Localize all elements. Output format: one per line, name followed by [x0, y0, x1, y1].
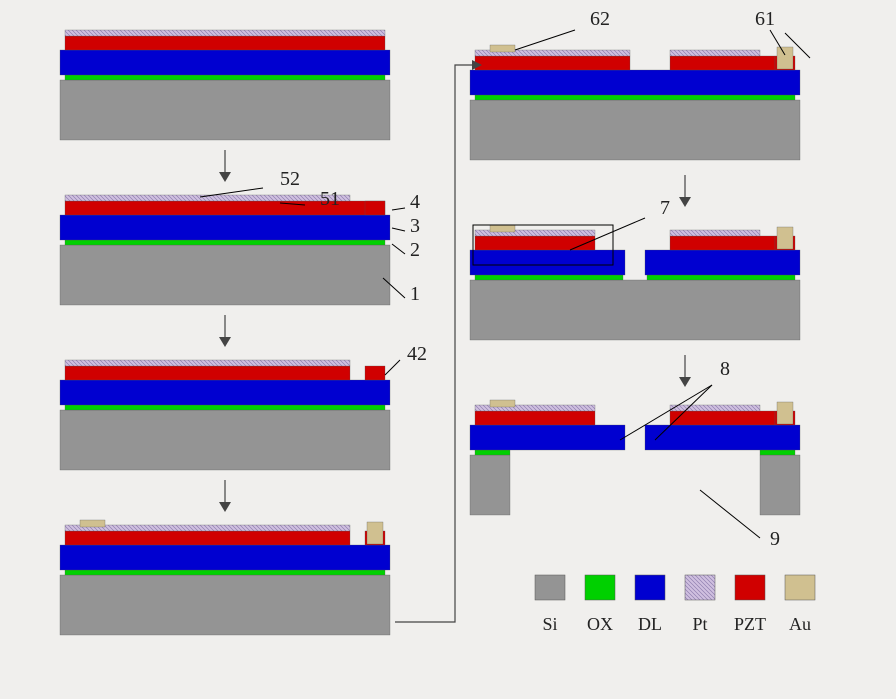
- layer-dl: [470, 425, 625, 450]
- layer-pzt: [365, 366, 385, 380]
- layer-dl: [470, 70, 800, 95]
- label-l2: 2: [410, 239, 420, 261]
- layer-ox: [647, 275, 795, 280]
- legend-label-pzt: PZT: [734, 614, 766, 634]
- label-l51: 51: [320, 188, 340, 210]
- layer-pt: [670, 50, 760, 56]
- legend-swatch-si: [535, 575, 565, 600]
- layer-dl: [60, 50, 390, 75]
- legend-label-pt: Pt: [692, 614, 707, 634]
- layer-pzt: [365, 201, 385, 215]
- layer-ox: [475, 275, 623, 280]
- legend-swatch-au: [785, 575, 815, 600]
- layer-pzt: [475, 236, 595, 250]
- layer-si: [60, 245, 390, 305]
- layer-au: [490, 225, 515, 232]
- layer-au: [490, 45, 515, 52]
- legend-label-si: Si: [542, 614, 557, 634]
- layer-si: [470, 455, 510, 515]
- label-l4: 4: [410, 191, 420, 213]
- layer-si: [760, 455, 800, 515]
- layer-ox: [65, 75, 385, 80]
- legend-label-dl: DL: [638, 614, 662, 634]
- legend-swatch-ox: [585, 575, 615, 600]
- legend-swatch-dl: [635, 575, 665, 600]
- layer-dl: [60, 380, 390, 405]
- layer-ox: [65, 240, 385, 245]
- stage-R1: [470, 45, 800, 160]
- layer-si: [470, 100, 800, 160]
- label-l52: 52: [280, 168, 300, 190]
- label-l1: 1: [410, 283, 420, 305]
- layer-si: [60, 80, 390, 140]
- label-l7: 7: [660, 197, 670, 219]
- legend-swatch-pt: [685, 575, 715, 600]
- layer-pt: [670, 230, 760, 236]
- stage-L1: [60, 30, 390, 140]
- layer-ox: [475, 95, 795, 100]
- layer-ox: [760, 450, 795, 455]
- layer-au: [80, 520, 105, 527]
- layer-dl: [470, 250, 625, 275]
- layer-pzt: [670, 411, 775, 425]
- stage-L3: [60, 360, 390, 470]
- layer-ox: [475, 450, 510, 455]
- legend-label-au: Au: [789, 614, 811, 634]
- stage-R2: [470, 225, 800, 340]
- layer-pzt: [670, 56, 775, 70]
- layer-si: [60, 410, 390, 470]
- layer-au: [777, 402, 793, 424]
- layer-dl: [645, 250, 800, 275]
- layer-ox: [65, 405, 385, 410]
- layer-pt: [65, 30, 385, 36]
- layer-pt: [670, 405, 760, 411]
- layer-pzt: [65, 366, 350, 380]
- layer-dl: [60, 215, 390, 240]
- layer-ox: [65, 570, 385, 575]
- layer-pzt: [475, 56, 630, 70]
- label-l42: 42: [407, 343, 427, 365]
- layer-pzt: [65, 36, 385, 50]
- layer-si: [470, 280, 800, 340]
- label-l3: 3: [410, 215, 420, 237]
- layer-au: [777, 227, 793, 249]
- layer-pt: [65, 360, 350, 366]
- label-l8: 8: [720, 358, 730, 380]
- label-l9: 9: [770, 528, 780, 550]
- process-diagram: 62 61 52 51 432 1 42 7 8 9 Si OX DL Pt PZT Au: [0, 0, 896, 699]
- layer-pzt: [475, 411, 595, 425]
- layer-dl: [645, 425, 800, 450]
- label-l62: 62: [590, 8, 610, 30]
- legend-label-ox: OX: [587, 614, 613, 634]
- layer-pzt: [65, 531, 350, 545]
- layer-pzt: [670, 236, 775, 250]
- stage-R3: [470, 400, 800, 515]
- layer-pt: [65, 525, 350, 531]
- stage-L2: [60, 195, 390, 305]
- layer-au: [490, 400, 515, 407]
- legend-swatch-pzt: [735, 575, 765, 600]
- layer-au: [777, 47, 793, 69]
- stage-L4: [60, 520, 390, 635]
- layer-au: [367, 522, 383, 544]
- label-l61: 61: [755, 8, 775, 30]
- layer-si: [60, 575, 390, 635]
- layer-dl: [60, 545, 390, 570]
